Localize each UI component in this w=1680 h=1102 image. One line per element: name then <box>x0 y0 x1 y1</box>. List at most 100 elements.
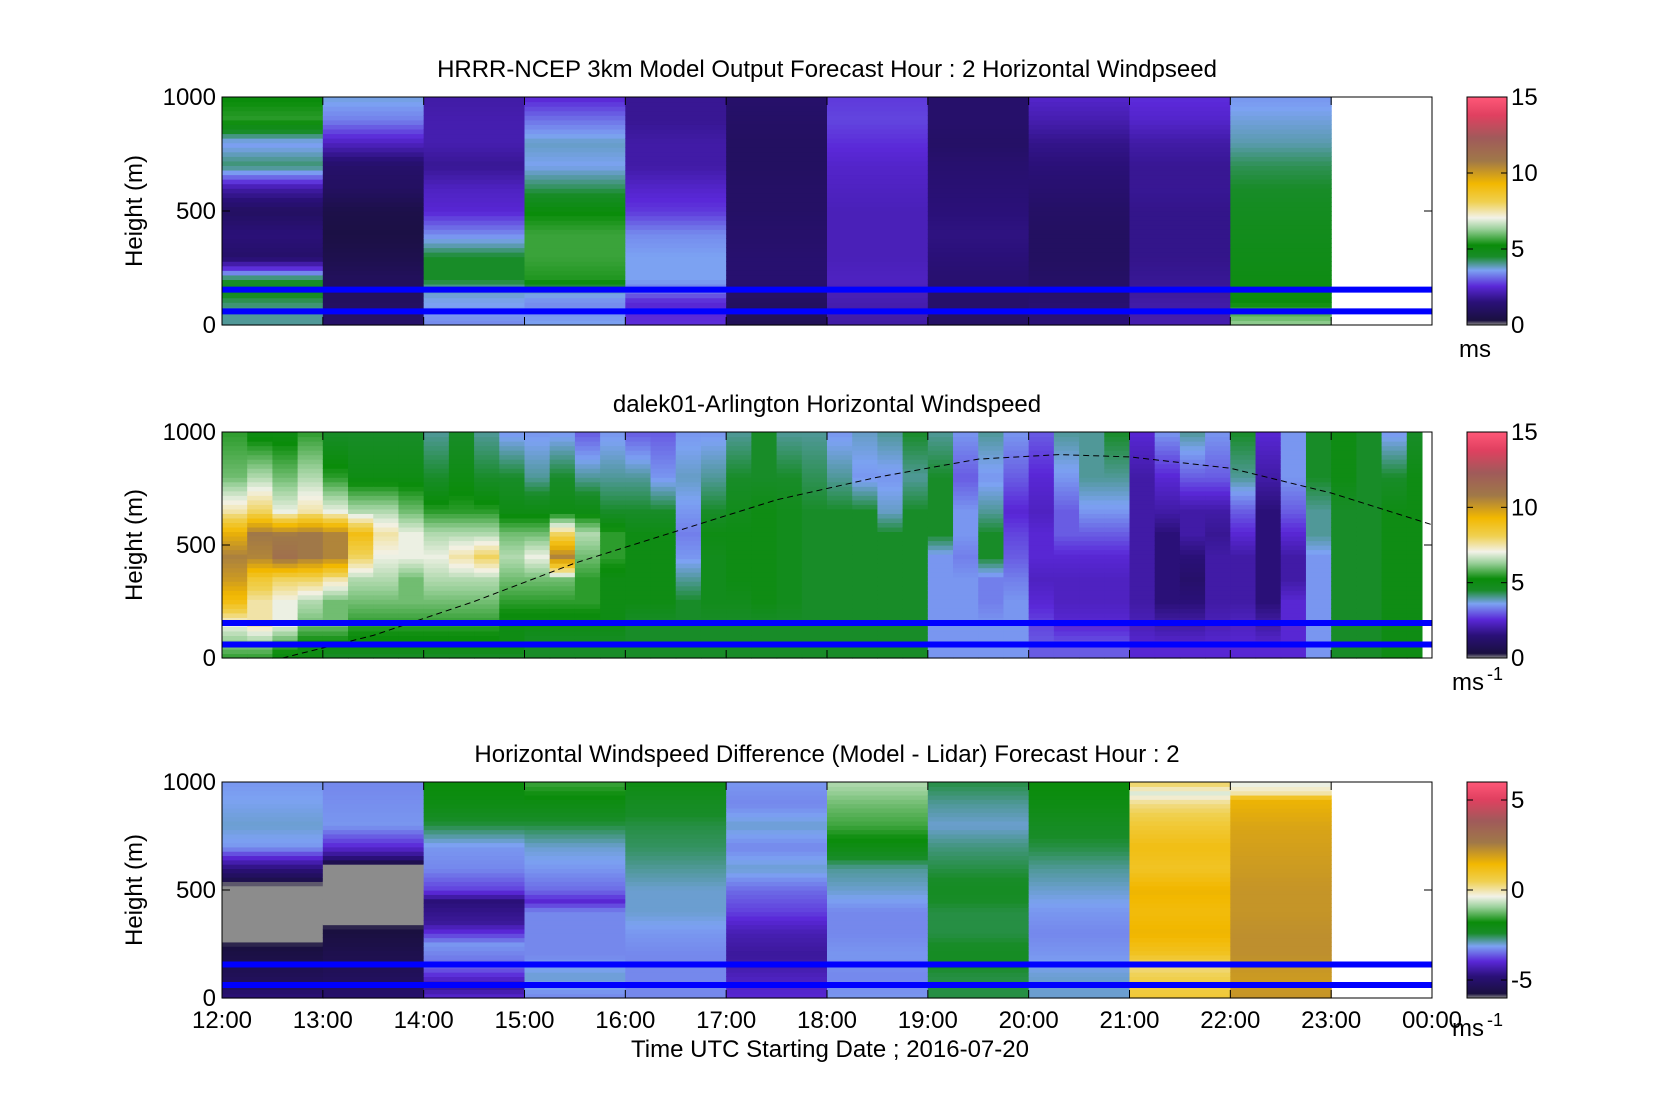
heatmap-cell <box>222 820 324 826</box>
heatmap-cell <box>1079 472 1105 478</box>
heatmap-cell <box>322 864 425 869</box>
heatmap-cell <box>751 508 778 514</box>
heatmap-cell <box>549 617 576 623</box>
heatmap-cell <box>499 517 526 523</box>
heatmap-cell <box>499 477 526 483</box>
heatmap-cell <box>726 790 828 796</box>
heatmap-cell <box>1406 599 1423 605</box>
heatmap-cell <box>222 183 324 189</box>
heatmap-cell <box>423 174 526 180</box>
heatmap-cell <box>272 540 299 546</box>
heatmap-cell <box>927 206 1030 212</box>
heatmap-cell <box>322 293 425 299</box>
heatmap-cell <box>448 540 475 546</box>
heatmap-cell <box>600 545 626 551</box>
heatmap-cell <box>852 504 879 510</box>
heatmap-cell <box>650 603 677 609</box>
heatmap-cell <box>927 794 1030 800</box>
heatmap-cell <box>726 454 752 460</box>
heatmap-cell <box>1230 872 1332 878</box>
heatmap-cell <box>1129 320 1231 326</box>
heatmap-cell <box>927 229 1030 235</box>
heatmap-cell <box>1028 993 1131 999</box>
heatmap-cell <box>1129 247 1231 253</box>
heatmap-cell <box>1205 549 1231 555</box>
heatmap-cell <box>1129 972 1231 977</box>
heatmap-cell <box>852 517 879 523</box>
heatmap-cell <box>1331 653 1357 659</box>
heatmap-cell <box>1406 517 1423 523</box>
heatmap-cell <box>574 468 601 474</box>
heatmap-cell <box>827 481 853 487</box>
heatmap-cell <box>322 898 425 904</box>
heatmap-cell <box>1129 653 1156 659</box>
heatmap-cell <box>1028 138 1131 144</box>
heatmap-cell <box>700 432 727 438</box>
heatmap-cell <box>222 924 324 930</box>
heatmap-cell <box>827 812 929 818</box>
heatmap-cell <box>574 653 601 659</box>
heatmap-cell <box>423 612 450 618</box>
heatmap-cell <box>524 608 551 614</box>
heatmap-cell <box>852 468 879 474</box>
heatmap-cell <box>852 626 879 632</box>
heatmap-cell <box>373 590 400 596</box>
heatmap-cell <box>1230 898 1332 904</box>
heatmap-cell <box>448 486 475 492</box>
heatmap-cell <box>1129 820 1231 826</box>
heatmap-cell <box>625 142 727 148</box>
heatmap-cell <box>222 608 248 614</box>
heatmap-cell <box>322 782 425 787</box>
heatmap-cell <box>1205 567 1231 573</box>
heatmap-cell <box>1356 508 1383 514</box>
heatmap-cell <box>600 594 626 600</box>
heatmap-cell <box>574 526 601 533</box>
heatmap-cell <box>1028 445 1055 451</box>
heatmap-cell <box>877 481 904 487</box>
heatmap-cell <box>1028 807 1131 813</box>
heatmap-cell <box>625 233 727 239</box>
heatmap-cell <box>1230 890 1332 895</box>
heatmap-cell <box>398 554 425 560</box>
heatmap-cell <box>726 499 752 505</box>
heatmap-cell <box>625 612 652 618</box>
heatmap-cell <box>1230 97 1332 103</box>
heatmap-cell <box>1129 877 1231 882</box>
heatmap-cell <box>373 653 400 659</box>
heatmap-cell <box>1255 436 1282 442</box>
heatmap-cell <box>322 450 349 456</box>
heatmap-cell <box>827 915 929 921</box>
heatmap-cell <box>1331 581 1357 587</box>
heatmap-cell <box>877 432 904 438</box>
heatmap-cell <box>423 915 526 921</box>
heatmap-cell <box>398 454 425 460</box>
heatmap-cell <box>1003 450 1030 456</box>
heatmap-cell <box>574 635 601 641</box>
heatmap-cell <box>1230 110 1332 116</box>
heatmap-cell <box>625 782 727 787</box>
heatmap-cell <box>247 513 274 519</box>
heatmap-cell <box>423 441 450 447</box>
heatmap-cell <box>1028 110 1131 116</box>
heatmap-cell <box>222 229 324 235</box>
heatmap-cell <box>474 617 500 623</box>
heatmap-cell <box>297 477 324 483</box>
heatmap-cell <box>222 526 248 533</box>
heatmap-cell <box>1255 581 1282 587</box>
heatmap-cell <box>322 183 425 189</box>
heatmap-cell <box>1230 450 1257 456</box>
heatmap-cell <box>927 188 1030 194</box>
heatmap-cell <box>297 513 324 519</box>
heatmap-cell <box>1356 463 1383 469</box>
heatmap-cell <box>322 894 425 900</box>
heatmap-cell <box>1028 233 1131 239</box>
heatmap-cell <box>423 825 526 831</box>
heatmap-cell <box>1154 463 1181 469</box>
heatmap-cell <box>726 279 828 285</box>
heatmap-cell <box>827 820 929 826</box>
heatmap-cell <box>524 567 551 573</box>
heatmap-cell <box>1028 526 1055 533</box>
heatmap-cell <box>222 297 324 303</box>
heatmap-cell <box>1053 549 1080 555</box>
heatmap-cell <box>398 513 425 519</box>
